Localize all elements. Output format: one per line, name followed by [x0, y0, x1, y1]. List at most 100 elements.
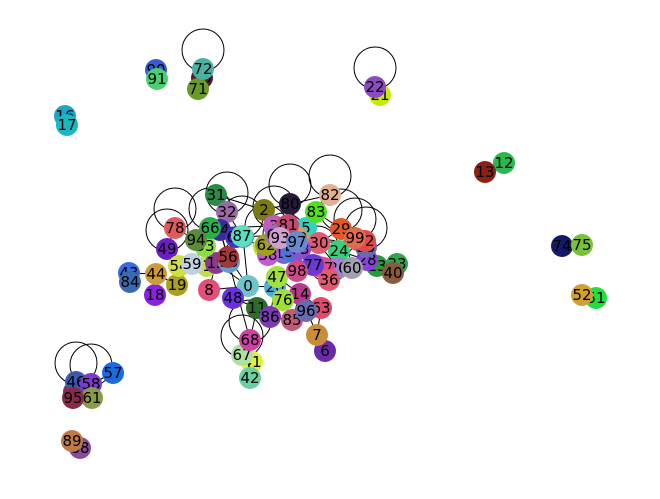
node-label: 12 — [494, 154, 513, 172]
node-label: 82 — [320, 186, 339, 204]
node-label: 87 — [232, 227, 251, 245]
node-label: 60 — [342, 259, 361, 277]
node-circle — [205, 184, 227, 206]
node-circle — [272, 289, 294, 311]
node-label: 44 — [146, 265, 165, 283]
graph-node: 59 — [181, 253, 203, 275]
node-circle — [198, 279, 220, 301]
node-circle — [306, 324, 328, 346]
node-circle — [237, 275, 259, 297]
node-label: 68 — [240, 331, 259, 349]
node-circle — [289, 283, 311, 305]
node-circle — [185, 229, 207, 251]
node-circle — [239, 367, 261, 389]
graph-node: 0 — [237, 275, 259, 297]
node-circle — [62, 387, 84, 409]
node-circle — [164, 217, 186, 239]
node-label: 57 — [103, 364, 122, 382]
node-label: 0 — [243, 277, 253, 295]
graph-node: 75 — [571, 234, 593, 256]
graph-node: 52 — [571, 284, 593, 306]
graph-node: 44 — [145, 263, 167, 285]
graph-node: 56 — [217, 246, 239, 268]
node-label: 7 — [312, 326, 322, 344]
node-circle — [493, 152, 515, 174]
node-label: 56 — [218, 248, 237, 266]
graph-node: 94 — [185, 229, 207, 251]
graph-node: 98 — [286, 260, 308, 282]
node-label: 17 — [57, 116, 76, 134]
node-circle — [102, 362, 124, 384]
graph-node: 68 — [239, 329, 261, 351]
node-label: 72 — [193, 60, 212, 78]
node-circle — [382, 262, 404, 284]
node-label: 31 — [206, 186, 225, 204]
node-circle — [318, 269, 340, 291]
node-label: 94 — [186, 231, 205, 249]
node-circle — [216, 201, 238, 223]
node-circle — [286, 231, 308, 253]
graph-node: 95 — [62, 387, 84, 409]
node-circle — [344, 227, 366, 249]
node-label: 74 — [552, 237, 571, 255]
graph-node: 96 — [295, 300, 317, 322]
graph-node: 47 — [266, 266, 288, 288]
node-label: 59 — [182, 255, 201, 273]
node-label: 32 — [217, 203, 236, 221]
node-circle — [217, 246, 239, 268]
node-label: 91 — [147, 70, 166, 88]
graph-node: 89 — [61, 430, 83, 452]
node-label: 5 — [301, 219, 311, 237]
node-label: 76 — [273, 291, 292, 309]
graph-node: 19 — [166, 274, 188, 296]
node-label: 19 — [167, 276, 186, 294]
graph-node: 61 — [81, 387, 103, 409]
graph-node: 7 — [306, 324, 328, 346]
graph-node: 40 — [382, 262, 404, 284]
node-label: 14 — [290, 285, 309, 303]
graph-node: 91 — [146, 68, 168, 90]
graph-node: 49 — [156, 238, 178, 260]
node-circle — [239, 329, 261, 351]
graph-node: 86 — [259, 306, 281, 328]
node-circle — [56, 114, 78, 136]
node-label: 86 — [260, 308, 279, 326]
node-label: 66 — [200, 219, 219, 237]
node-label: 95 — [63, 389, 82, 407]
node-label: 36 — [319, 271, 338, 289]
node-label: 61 — [82, 389, 101, 407]
graph-node: 48 — [222, 287, 244, 309]
node-circle — [259, 306, 281, 328]
node-circle — [146, 68, 168, 90]
graph-node: 72 — [192, 58, 214, 80]
node-circle — [192, 58, 214, 80]
node-circle — [144, 284, 166, 306]
graph-node: 60 — [341, 257, 363, 279]
graph-node: 57 — [102, 362, 124, 384]
node-label: 83 — [306, 203, 325, 221]
node-circle — [119, 271, 141, 293]
node-circle — [279, 193, 301, 215]
node-label: 71 — [188, 80, 207, 98]
node-label: 84 — [120, 273, 139, 291]
node-circle — [308, 232, 330, 254]
graph-node: 71 — [187, 78, 209, 100]
node-label: 49 — [157, 240, 176, 258]
node-circle — [286, 260, 308, 282]
node-circle — [145, 263, 167, 285]
graph-node: 22 — [364, 76, 386, 98]
node-circle — [319, 184, 341, 206]
node-label: 75 — [572, 236, 591, 254]
node-circle — [231, 225, 253, 247]
node-circle — [61, 430, 83, 452]
node-circle — [222, 287, 244, 309]
graph-node: 87 — [231, 225, 253, 247]
node-label: 13 — [475, 163, 494, 181]
node-label: 47 — [267, 268, 286, 286]
node-label: 2 — [259, 201, 269, 219]
graph-node: 76 — [272, 289, 294, 311]
node-label: 42 — [240, 369, 259, 387]
node-label: 24 — [329, 242, 348, 260]
